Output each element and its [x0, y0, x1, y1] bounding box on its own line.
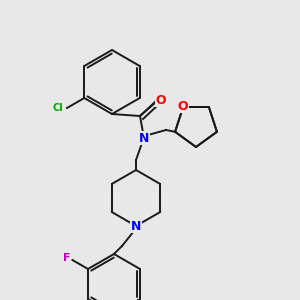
Text: Cl: Cl: [52, 103, 63, 113]
Text: N: N: [131, 220, 141, 232]
Text: O: O: [178, 100, 188, 113]
Text: N: N: [139, 131, 149, 145]
Text: O: O: [156, 94, 166, 106]
Text: F: F: [63, 253, 70, 263]
